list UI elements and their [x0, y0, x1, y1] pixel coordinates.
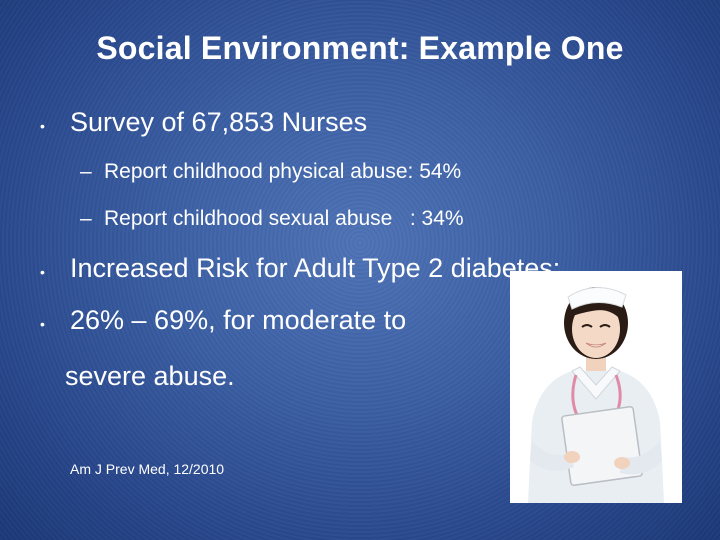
bullet-dot: • — [40, 264, 45, 280]
citation: Am J Prev Med, 12/2010 — [70, 461, 225, 477]
sub-bullet-sexual: – Report childhood sexual abuse : 34% — [80, 207, 464, 231]
bullet-survey: Survey of 67,853 Nurses — [70, 107, 368, 137]
sub-bullet-sexual-text: Report childhood sexual abuse : 34% — [104, 207, 464, 230]
sub-bullet-physical: – Report childhood physical abuse: 54% — [80, 160, 461, 184]
bullet-risk: Increased Risk for Adult Type 2 diabetes… — [70, 253, 561, 283]
dash-glyph: – — [80, 207, 92, 230]
sub-bullet-physical-text: Report childhood physical abuse: 54% — [104, 160, 462, 183]
nurse-photo — [510, 271, 682, 503]
bullet-dot: • — [40, 316, 45, 332]
bullet-dot: • — [40, 118, 45, 134]
bullet-percent-continued: severe abuse. — [65, 361, 235, 391]
slide-title: Social Environment: Example One — [96, 30, 624, 66]
bullet-percent: 26% – 69%, for moderate to — [70, 305, 407, 335]
dash-glyph: – — [80, 160, 92, 183]
